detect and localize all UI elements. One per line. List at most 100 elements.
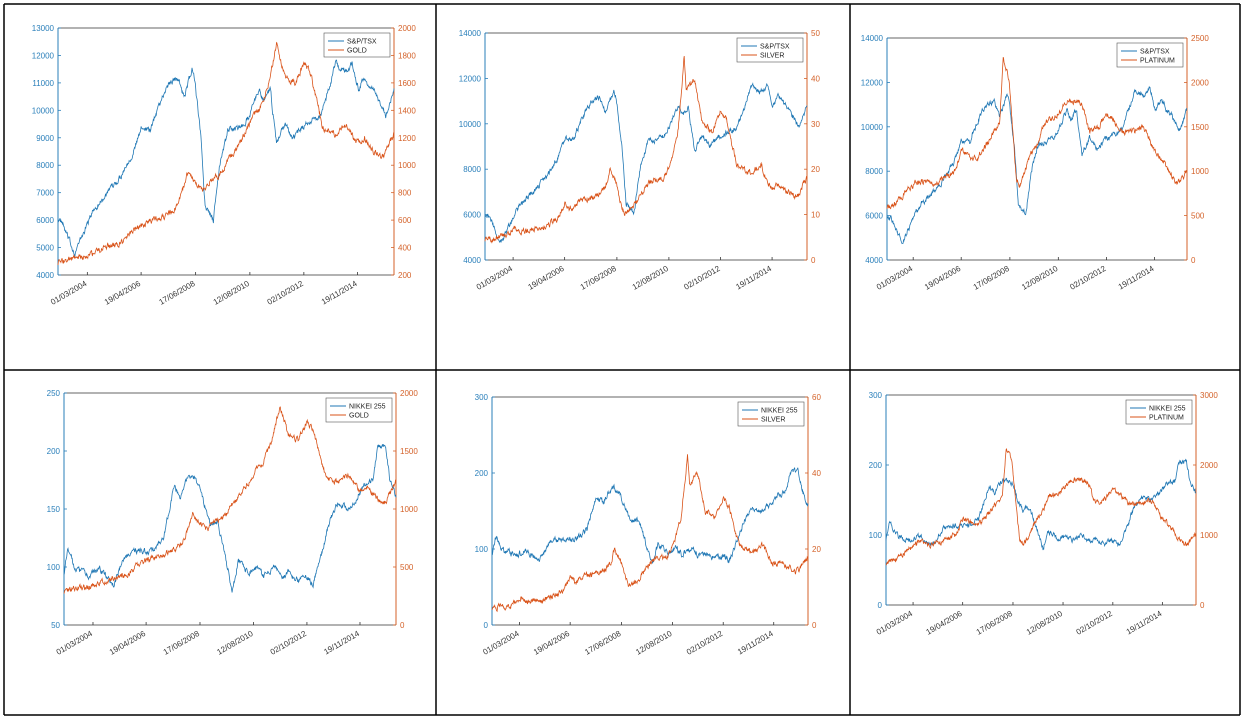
x-tick-label: 19/04/2006 (108, 629, 148, 657)
chart-svg-5: 0 100 200 300 0 20 40 60 01/03/2004 19/04/2006 17/… (475, 393, 822, 657)
left-tick-label: 10000 (459, 120, 482, 129)
left-tick-label: 0 (878, 601, 883, 610)
x-tick-label: 19/04/2006 (923, 264, 963, 292)
left-tick-label: 12000 (459, 74, 482, 83)
right-tick-label: 40 (811, 74, 820, 83)
legend-label: S&P/TSX (1140, 49, 1170, 56)
left-tick-label: 4000 (463, 256, 481, 265)
left-tick-label: 300 (475, 393, 489, 402)
chart-panel-2: 4000 6000 8000 10000 12000 14000 0 10 20 30 40 50 01… (437, 6, 850, 370)
legend-label: NIKKEI 255 (1149, 406, 1186, 413)
x-tick-label: 19/11/2014 (1117, 264, 1156, 292)
left-tick-label: 14000 (459, 29, 482, 38)
left-tick-label: 10000 (861, 123, 884, 132)
right-tick-label: 0 (812, 621, 817, 630)
series-line-s-p-tsx (57, 59, 395, 257)
series-line-nikkei-255 (885, 458, 1196, 551)
legend-box (737, 401, 805, 427)
chart-svg-1: 4000500060007000800090001000011000120001… (32, 24, 417, 307)
x-tick-label: 02/10/2012 (266, 279, 306, 307)
right-tick-label: 0 (400, 621, 405, 630)
left-tick-label: 200 (47, 447, 61, 456)
right-tick-label: 1600 (398, 79, 416, 88)
right-tick-label: 20 (811, 165, 820, 174)
right-tick-label: 2000 (400, 389, 418, 398)
left-tick-label: 100 (47, 563, 61, 572)
x-tick-label: 01/03/2004 (475, 264, 515, 292)
x-tick-label: 01/03/2004 (481, 629, 521, 657)
legend-box (325, 397, 393, 423)
left-tick-label: 10000 (32, 106, 55, 115)
left-tick-label: 8000 (36, 161, 54, 170)
left-tick-label: 9000 (36, 134, 54, 143)
series-line-gold (57, 41, 395, 266)
right-tick-label: 3000 (1200, 391, 1218, 400)
right-tick-label: 1500 (400, 447, 418, 456)
right-tick-label: 600 (398, 216, 412, 225)
x-tick-label: 01/03/2004 (875, 264, 915, 292)
legend-label: GOLD (349, 413, 369, 420)
left-tick-label: 11000 (32, 79, 54, 88)
chart-panel-6: 0 100 200 300 0 1000 2000 3000 01/03/2004 19/04/2… (851, 371, 1240, 714)
right-tick-label: 1000 (398, 161, 416, 170)
series-line-s-p-tsx (886, 85, 1188, 245)
legend-box (1116, 42, 1184, 68)
left-tick-label: 200 (869, 461, 883, 470)
x-tick-label: 02/10/2012 (1068, 264, 1108, 292)
x-tick-label: 01/03/2004 (55, 629, 95, 657)
chart-panel-1: 4000 5000 6000 7000 8000 9000 10000 11000 12000 1… (4, 6, 436, 370)
legend-label: SILVER (760, 53, 784, 60)
x-tick-label: 17/06/2008 (975, 609, 1015, 637)
right-tick-label: 0 (1200, 601, 1205, 610)
chart-panel-3: 4000 6000 8000 10000 12000 14000 0 500 1000 1500 2… (851, 6, 1240, 370)
right-tick-label: 500 (1191, 212, 1205, 221)
x-tick-label: 17/06/2008 (583, 629, 623, 657)
legend-label: PLATINUM (1140, 58, 1175, 65)
series-line-nikkei-255 (491, 467, 809, 564)
legend-label: NIKKEI 255 (349, 404, 386, 411)
x-tick-label: 12/08/2010 (634, 629, 674, 657)
legend-label: GOLD (347, 48, 367, 55)
legend-label: NIKKEI 255 (761, 408, 798, 415)
x-tick-label: 19/11/2014 (320, 279, 359, 307)
chart-svg-3: 4000 6000 8000 10000 12000 14000 0 500 1000 1500 2… (861, 34, 1210, 292)
x-tick-label: 17/06/2008 (162, 629, 202, 657)
right-tick-label: 2500 (1191, 34, 1209, 43)
right-tick-label: 2000 (1191, 78, 1209, 87)
left-tick-label: 5000 (36, 244, 54, 253)
right-tick-label: 40 (812, 469, 821, 478)
x-tick-label: 12/08/2010 (631, 264, 671, 292)
right-tick-label: 60 (812, 393, 821, 402)
left-tick-label: 250 (47, 389, 61, 398)
right-tick-label: 1500 (1191, 123, 1209, 132)
right-tick-label: 10 (811, 211, 820, 220)
x-tick-label: 02/10/2012 (1075, 609, 1115, 637)
right-tick-label: 1400 (398, 106, 416, 115)
x-tick-label: 12/08/2010 (1020, 264, 1060, 292)
x-tick-label: 12/08/2010 (215, 629, 255, 657)
right-tick-label: 500 (400, 563, 414, 572)
x-tick-label: 02/10/2012 (269, 629, 309, 657)
series-line-nikkei-255 (63, 444, 397, 593)
right-tick-label: 1000 (1200, 531, 1218, 540)
left-tick-label: 50 (51, 621, 60, 630)
right-tick-label: 1000 (1191, 167, 1209, 176)
legend-label: S&P/TSX (760, 44, 790, 51)
right-tick-label: 2000 (398, 24, 416, 33)
chart-svg-2: 4000 6000 8000 10000 12000 14000 0 10 20 30 40 50 01… (459, 29, 821, 292)
x-tick-label: 19/04/2006 (526, 264, 566, 292)
x-tick-label: 01/03/2004 (875, 609, 915, 637)
left-tick-label: 300 (869, 391, 883, 400)
series-line-gold (63, 406, 397, 594)
chart-panel-4: 50 100 150 200 250 0 500 1000 1500 2000 01/03/2004… (4, 371, 436, 714)
left-tick-label: 8000 (463, 165, 481, 174)
x-tick-label: 01/03/2004 (49, 279, 89, 307)
right-tick-label: 0 (811, 256, 816, 265)
left-tick-label: 13000 (32, 24, 55, 33)
left-tick-label: 150 (47, 505, 61, 514)
chart-panel-5: 0 100 200 300 0 20 40 60 01/03/2004 19/04/2006 17/… (437, 371, 850, 714)
right-tick-label: 200 (398, 271, 412, 280)
right-tick-label: 1800 (398, 51, 416, 60)
series-line-platinum (886, 56, 1188, 210)
